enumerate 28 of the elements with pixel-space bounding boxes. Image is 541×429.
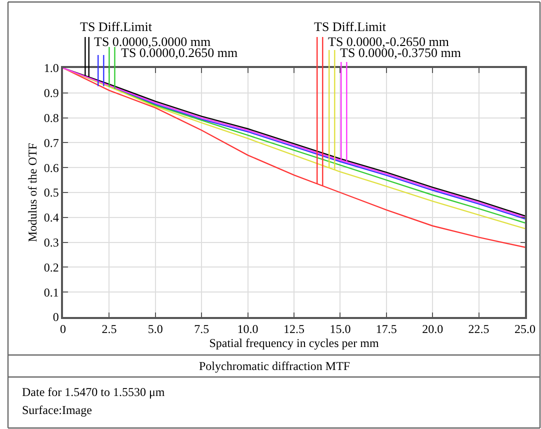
y-tick-label: 1.0 bbox=[44, 61, 59, 76]
y-tick-label: 0.2 bbox=[44, 260, 59, 274]
y-tick-label: 0.5 bbox=[44, 186, 59, 200]
x-axis-title: Spatial frequency in cycles per mm bbox=[209, 336, 380, 350]
x-tick-label: 22.5 bbox=[468, 322, 490, 336]
x-tick-label: 15.0 bbox=[330, 322, 351, 336]
x-tick-label: 2.5 bbox=[102, 322, 117, 336]
y-axis-title: Modulus of the OTF bbox=[26, 142, 40, 242]
x-tick-label: 25.0 bbox=[514, 322, 536, 336]
x-tick-label: 20.0 bbox=[422, 322, 444, 336]
y-tick-label: 0.4 bbox=[44, 210, 59, 225]
y-tick-label: 0.9 bbox=[44, 86, 59, 100]
y-tick-label: 0.7 bbox=[44, 136, 59, 150]
text: Surface:Image bbox=[22, 403, 92, 417]
text: TS Diff.Limit bbox=[314, 19, 386, 34]
x-tick-label: 17.5 bbox=[376, 322, 397, 336]
text: Date for 1.5470 to 1.5530 μm bbox=[22, 385, 166, 399]
text: Polychromatic diffraction MTF bbox=[199, 359, 350, 373]
y-tick-label: 0 bbox=[52, 310, 59, 324]
x-tick-label: 7.5 bbox=[194, 322, 210, 336]
text: TS Diff.Limit bbox=[80, 19, 152, 34]
y-tick-label: 0.1 bbox=[44, 285, 59, 300]
x-tick-label: 12.5 bbox=[284, 322, 304, 336]
x-tick-label: 5.0 bbox=[148, 322, 163, 336]
y-tick-label: 0.8 bbox=[44, 111, 59, 125]
y-tick-label: 0.6 bbox=[44, 160, 59, 175]
y-tick-label: 0.3 bbox=[44, 236, 59, 250]
x-tick-label: 10.0 bbox=[237, 322, 258, 336]
